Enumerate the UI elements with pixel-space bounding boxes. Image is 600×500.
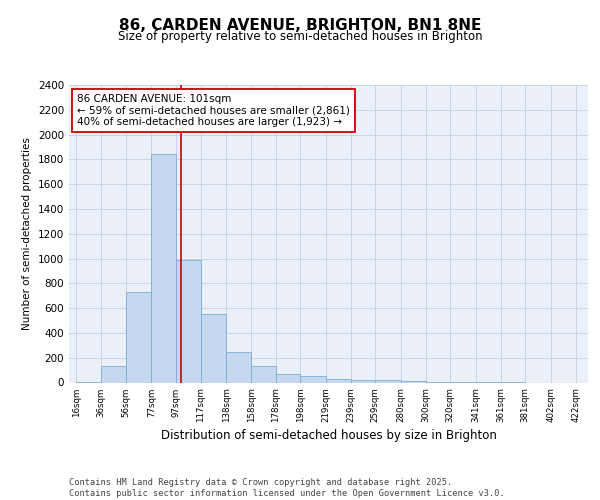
Y-axis label: Number of semi-detached properties: Number of semi-detached properties [22,138,32,330]
Bar [350,380,375,382]
Bar [200,314,226,382]
Bar [300,376,326,382]
Bar [326,379,350,382]
Bar [251,366,275,382]
Bar [375,380,401,382]
Bar [176,260,200,382]
Text: Contains HM Land Registry data © Crown copyright and database right 2025.
Contai: Contains HM Land Registry data © Crown c… [69,478,505,498]
Text: 86 CARDEN AVENUE: 101sqm
← 59% of semi-detached houses are smaller (2,861)
40% o: 86 CARDEN AVENUE: 101sqm ← 59% of semi-d… [77,94,350,127]
Text: Size of property relative to semi-detached houses in Brighton: Size of property relative to semi-detach… [118,30,482,43]
Text: 86, CARDEN AVENUE, BRIGHTON, BN1 8NE: 86, CARDEN AVENUE, BRIGHTON, BN1 8NE [119,18,481,32]
Bar [275,374,300,382]
Bar [101,366,125,382]
Bar [151,154,176,382]
X-axis label: Distribution of semi-detached houses by size in Brighton: Distribution of semi-detached houses by … [161,429,496,442]
Bar [125,292,151,382]
Bar [226,352,251,382]
